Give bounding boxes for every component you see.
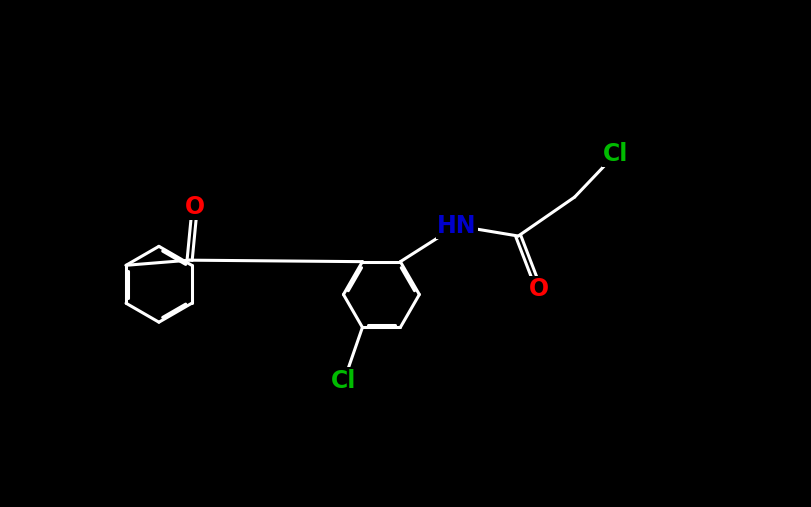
Text: Cl: Cl <box>603 142 628 166</box>
Text: O: O <box>528 277 548 301</box>
Text: Cl: Cl <box>331 369 356 393</box>
Text: HN: HN <box>436 214 476 238</box>
Text: O: O <box>184 195 204 219</box>
